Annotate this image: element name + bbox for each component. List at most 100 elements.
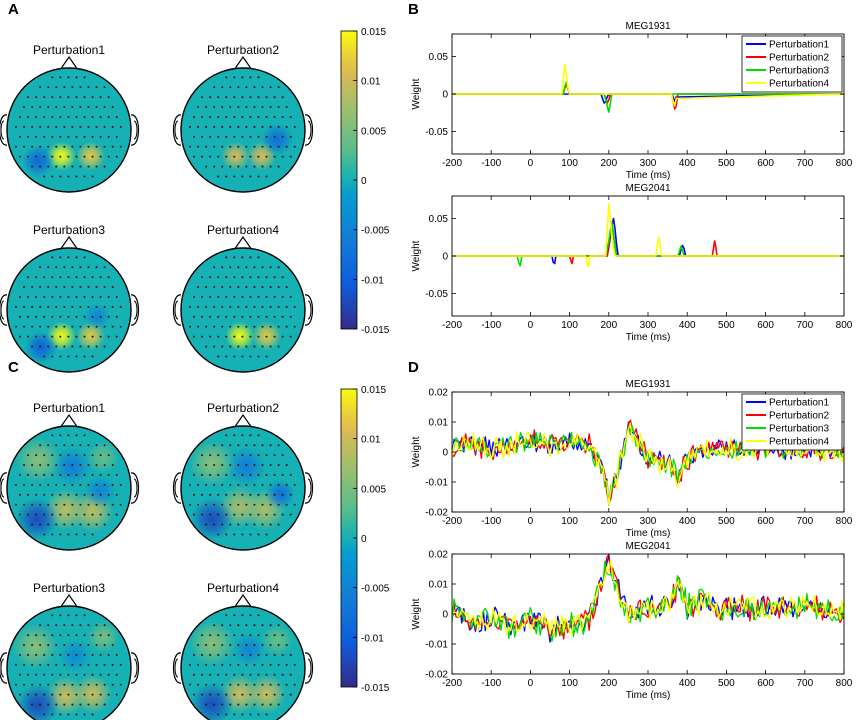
- sensor-dot: [241, 256, 244, 259]
- sensor-dot: [237, 165, 240, 168]
- sensor-dot: [237, 145, 240, 148]
- sensor-dot: [221, 683, 224, 686]
- sensor-dot: [27, 335, 30, 338]
- sensor-dot: [59, 335, 62, 338]
- sensor-dot: [213, 683, 216, 686]
- sensor-dot: [67, 276, 70, 279]
- sensor-dot: [233, 673, 236, 676]
- sensor-dot: [87, 644, 90, 647]
- sensor-dot: [14, 305, 18, 308]
- sensor-dot: [51, 115, 54, 119]
- sensor-dot: [99, 473, 102, 477]
- sensor-dot: [213, 165, 216, 168]
- sensor-dot: [51, 96, 54, 99]
- sensor-dot: [197, 644, 200, 647]
- colorbar-tick-label: 0: [361, 176, 367, 187]
- sensor-dot: [249, 276, 252, 279]
- sensor-dot: [213, 86, 216, 89]
- sensor-dot: [91, 96, 94, 99]
- sensor-dot: [87, 106, 90, 109]
- sensor-dot: [261, 266, 264, 269]
- x-tick-label: 200: [600, 320, 617, 331]
- sensor-dot: [213, 503, 216, 506]
- sensor-dot: [95, 86, 98, 89]
- sensor-dot: [273, 135, 276, 138]
- sensor-dot: [47, 165, 50, 168]
- sensor-dot: [257, 533, 260, 536]
- sensor-dot: [209, 473, 212, 477]
- sensor-dot: [241, 673, 244, 676]
- sensor-dot: [233, 533, 236, 536]
- sensor-dot: [245, 683, 248, 686]
- sensor-dot: [63, 523, 66, 526]
- sensor-dot: [217, 533, 220, 536]
- sensor-dot: [213, 266, 216, 269]
- sensor-dot: [119, 305, 122, 308]
- sensor-dot: [233, 295, 236, 299]
- sensor-dot: [233, 634, 236, 637]
- colorbar-tick-label: 0.005: [361, 126, 386, 137]
- sensor-dot: [233, 713, 236, 716]
- sensor-dot: [107, 335, 110, 338]
- sensor-dot: [99, 513, 102, 516]
- sensor-dot: [91, 295, 94, 299]
- sensor-dot: [107, 115, 110, 119]
- sensor-dot: [273, 473, 276, 477]
- x-tick-label: 800: [836, 678, 853, 689]
- x-tick-label: 700: [796, 158, 813, 169]
- sensor-dot: [39, 106, 42, 109]
- sensor-dot: [103, 125, 106, 128]
- sensor-dot: [55, 663, 58, 666]
- sensor-dot: [197, 106, 200, 109]
- sensor-dot: [51, 653, 54, 657]
- sensor-dot: [269, 683, 272, 686]
- sensor-dot: [241, 473, 244, 477]
- sensor-dot: [192, 155, 196, 158]
- sensor-dot: [277, 106, 280, 109]
- sensor-dot: [233, 614, 236, 617]
- sensor-dot: [103, 444, 106, 447]
- sensor-dot: [107, 135, 110, 138]
- sensor-dot: [83, 155, 86, 158]
- sensor-dot: [277, 523, 280, 526]
- topomap-title: Perturbation3: [33, 581, 105, 595]
- sensor-dot: [229, 464, 232, 467]
- activation-blob: [52, 446, 92, 486]
- x-tick-label: 600: [757, 320, 774, 331]
- x-axis-label: Time (ms): [626, 690, 671, 701]
- sensor-dot: [205, 286, 208, 289]
- sensor-dot: [43, 335, 46, 338]
- y-tick-label: 0: [442, 448, 448, 459]
- sensor-dot: [79, 266, 82, 269]
- sensor-dot: [281, 454, 284, 457]
- sensor-dot: [103, 663, 106, 666]
- sensor-dot: [79, 464, 82, 467]
- sensor-dot: [55, 483, 58, 486]
- sensor-dot: [221, 483, 224, 486]
- sensor-dot: [192, 295, 196, 299]
- sensor-dot: [257, 513, 260, 516]
- sensor-dot: [23, 483, 26, 486]
- sensor-dot: [47, 125, 50, 128]
- sensor-dot: [103, 286, 106, 289]
- sensor-dot: [71, 503, 74, 506]
- sensor-dot: [63, 286, 66, 289]
- sensor-dot: [75, 493, 78, 496]
- sensor-dot: [31, 305, 34, 308]
- sensor-dot: [107, 653, 110, 657]
- sensor-dot: [103, 703, 106, 706]
- scalp-field: [181, 606, 305, 720]
- sensor-dot: [217, 493, 220, 496]
- sensor-dot: [63, 703, 66, 706]
- sensor-dot: [67, 135, 70, 138]
- sensor-dot: [245, 644, 248, 647]
- sensor-dot: [237, 523, 240, 526]
- left-ear-inner-icon: [174, 658, 179, 678]
- sensor-dot: [217, 693, 220, 696]
- y-axis-label: Weight: [411, 240, 422, 271]
- sensor-dot: [91, 693, 94, 696]
- sensor-dot: [245, 145, 248, 148]
- sensor-dot: [107, 693, 110, 696]
- sensor-dot: [229, 345, 232, 348]
- sensor-dot: [43, 96, 46, 99]
